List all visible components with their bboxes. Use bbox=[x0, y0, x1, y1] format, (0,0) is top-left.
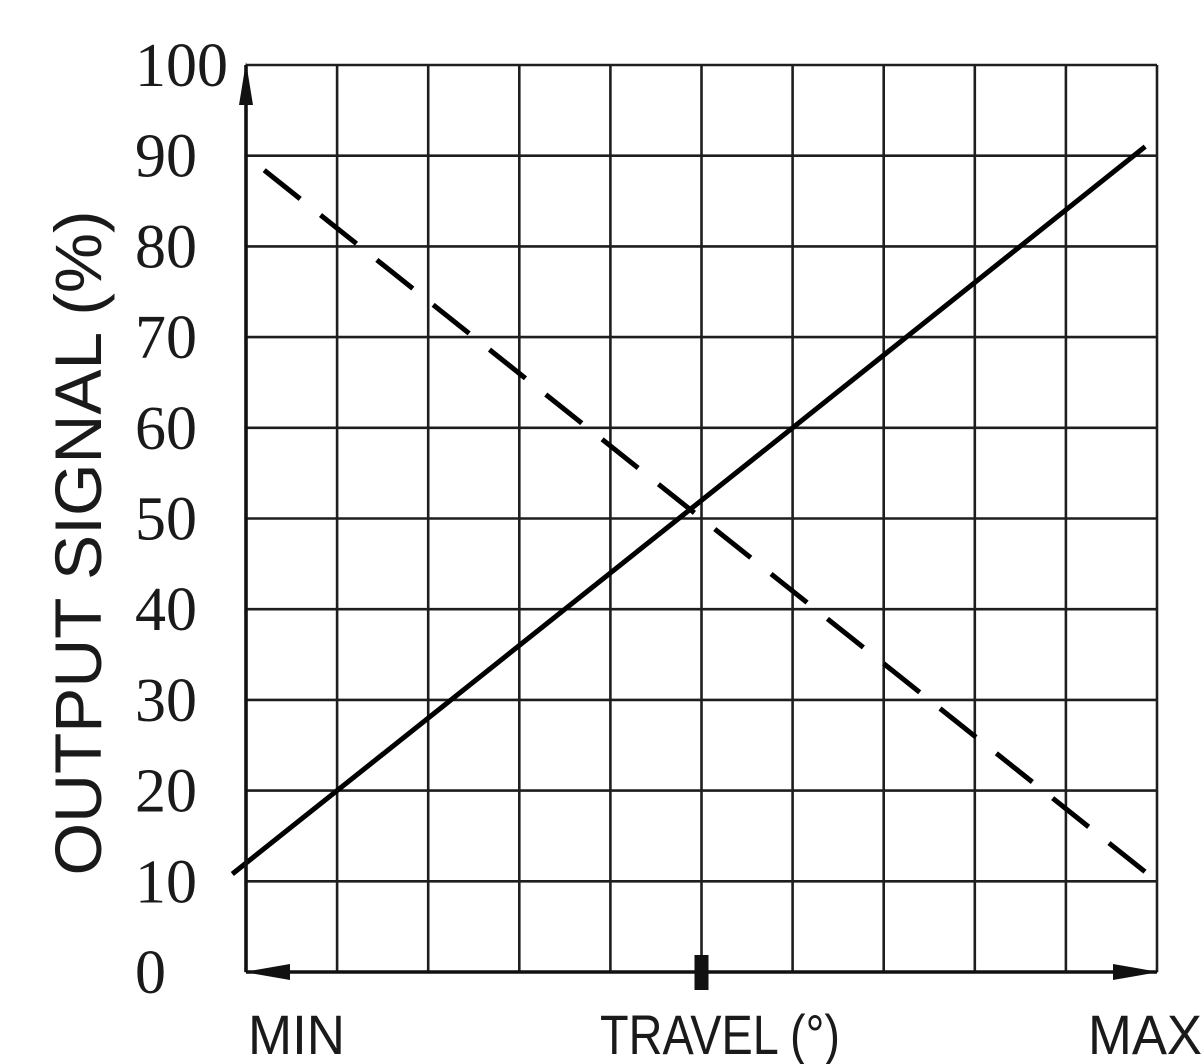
x-axis-left-arrowhead bbox=[244, 964, 290, 980]
y-tick-label: 20 bbox=[135, 758, 197, 826]
y-tick-label: 50 bbox=[135, 486, 197, 554]
series-layer bbox=[230, 144, 1159, 884]
x-axis-max-label: MAX bbox=[1088, 1003, 1202, 1064]
y-tick-label: 90 bbox=[135, 123, 197, 191]
y-tick-label: 0 bbox=[135, 939, 166, 1007]
grid bbox=[244, 63, 1159, 974]
y-axis-arrowhead bbox=[239, 62, 253, 105]
y-axis-label: OUTPUT SIGNAL (%) bbox=[41, 211, 115, 876]
y-tick-label: 40 bbox=[135, 576, 197, 644]
dashed-series-line bbox=[262, 168, 1159, 884]
y-tick-label: 30 bbox=[135, 667, 197, 735]
y-tick-label: 60 bbox=[135, 395, 197, 463]
y-tick-label: 10 bbox=[135, 848, 197, 916]
x-axis-center-tick bbox=[694, 955, 709, 990]
y-tick-labels: 0 10 20 30 40 50 60 70 80 90 100 bbox=[135, 32, 228, 1007]
x-axis-min-label: MIN bbox=[248, 1003, 345, 1064]
y-tick-label: 100 bbox=[135, 32, 228, 100]
y-tick-label: 70 bbox=[135, 304, 197, 372]
axes bbox=[239, 62, 1159, 990]
solid-series-line bbox=[230, 144, 1147, 876]
x-axis-label: TRAVEL (°) bbox=[600, 1003, 840, 1064]
y-tick-label: 80 bbox=[135, 213, 197, 281]
x-axis-right-arrowhead bbox=[1113, 964, 1159, 980]
